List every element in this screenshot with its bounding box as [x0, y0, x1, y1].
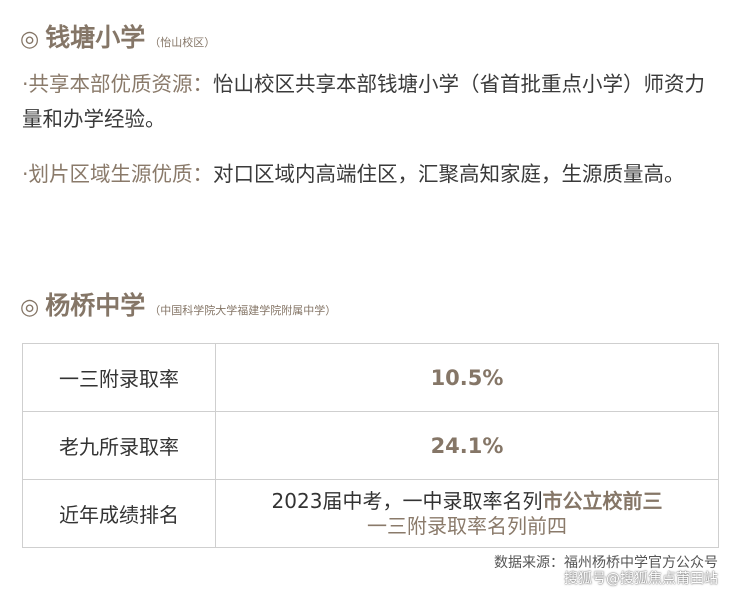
bullet-text: 怡山校区共享本部钱塘小学（省首批重点小学）师资力量和办学经验。 — [22, 72, 706, 131]
table-row: 一三附录取率 10.5% — [22, 343, 719, 412]
row-value: 2023届中考，一中录取率名列市公立校前三 一三附录取率名列前四 — [215, 479, 719, 548]
circle-icon: ◎ — [20, 295, 40, 320]
table-row: 老九所录取率 24.1% — [22, 411, 719, 480]
row-value: 24.1% — [215, 411, 719, 480]
circle-icon: ◎ — [20, 27, 40, 52]
table-row: 近年成绩排名 2023届中考，一中录取率名列市公立校前三 一三附录取率名列前四 — [22, 479, 719, 548]
row-value: 10.5% — [215, 343, 719, 412]
bullet-item: ·划片区域生源优质：对口区域内高端住区，汇聚高知家庭，生源质量高。 — [22, 157, 722, 192]
section-title: 杨桥中学 — [45, 291, 146, 320]
bullet-key: ·共享本部优质资源： — [22, 72, 214, 96]
row-label: 一三附录取率 — [22, 343, 216, 412]
section-heading-qiantang: ◎ 钱塘小学 （怡山校区） — [20, 18, 215, 54]
section-heading-yangqiao: ◎ 杨桥中学 （中国科学院大学福建学院附属中学） — [20, 286, 336, 322]
section-title: 钱塘小学 — [45, 23, 146, 52]
row-label: 近年成绩排名 — [22, 479, 216, 548]
row-label: 老九所录取率 — [22, 411, 216, 480]
bullet-item: ·共享本部优质资源：怡山校区共享本部钱塘小学（省首批重点小学）师资力量和办学经验… — [22, 67, 722, 137]
stats-table: 一三附录取率 10.5% 老九所录取率 24.1% 近年成绩排名 2023届中考，一中… — [22, 343, 719, 548]
bullet-text: 对口区域内高端住区，汇聚高知家庭，生源质量高。 — [213, 162, 685, 186]
watermark: 搜狐号@搜狐焦点莆田站 — [564, 571, 718, 587]
ranking-text: 2023届中考，一中录取率名列 — [271, 488, 543, 513]
section-subtitle: （怡山校区） — [149, 36, 216, 49]
bullet-key: ·划片区域生源优质： — [22, 162, 214, 186]
section-subtitle: （中国科学院大学福建学院附属中学） — [149, 304, 337, 317]
ranking-highlight: 市公立校前三 — [542, 488, 663, 513]
source-note: 数据来源：福州杨桥中学官方公众号 — [494, 555, 718, 571]
ranking-text-2: 一三附录取率名列前四 — [367, 513, 567, 538]
